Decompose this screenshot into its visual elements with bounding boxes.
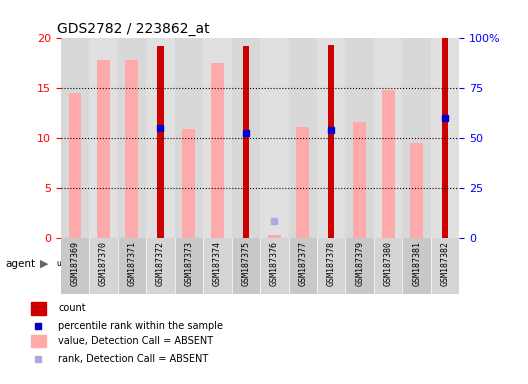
Text: GSM187378: GSM187378 xyxy=(327,241,336,286)
Text: GSM187374: GSM187374 xyxy=(213,241,222,286)
Text: GSM187370: GSM187370 xyxy=(99,241,108,286)
Bar xyxy=(345,38,374,238)
Bar xyxy=(232,38,260,238)
Text: rank, Detection Call = ABSENT: rank, Detection Call = ABSENT xyxy=(58,354,208,364)
Text: ▶: ▶ xyxy=(40,259,48,269)
Bar xyxy=(183,129,195,238)
Bar xyxy=(402,38,431,238)
Text: GSM187380: GSM187380 xyxy=(384,241,393,286)
Bar xyxy=(374,238,402,294)
Bar xyxy=(317,38,345,238)
Bar xyxy=(260,238,288,294)
Text: untreated: untreated xyxy=(56,260,94,268)
Bar xyxy=(317,243,431,285)
Bar xyxy=(268,235,281,238)
Bar xyxy=(431,38,459,238)
Text: WGWWCW
polyamide and
dihydrotestosterone: WGWWCW polyamide and dihydrotestosterone xyxy=(335,249,413,279)
Text: bicalutamide and
dihydrotestosterone: bicalutamide and dihydrotestosterone xyxy=(150,254,228,274)
Text: count: count xyxy=(58,303,86,313)
Bar xyxy=(288,38,317,238)
Text: GSM187369: GSM187369 xyxy=(70,241,79,286)
Bar xyxy=(410,143,423,238)
Bar xyxy=(61,243,89,285)
Bar xyxy=(146,38,175,238)
Bar xyxy=(175,238,203,294)
Bar xyxy=(157,46,164,238)
Bar xyxy=(374,38,402,238)
Text: GSM187376: GSM187376 xyxy=(270,241,279,286)
Bar xyxy=(69,93,81,238)
Text: value, Detection Call = ABSENT: value, Detection Call = ABSENT xyxy=(58,336,213,346)
Bar xyxy=(232,243,317,285)
Bar xyxy=(353,122,366,238)
Text: agent: agent xyxy=(5,259,35,269)
Bar xyxy=(402,238,431,294)
Bar xyxy=(232,238,260,294)
Bar xyxy=(345,238,374,294)
Bar xyxy=(61,38,89,238)
Text: control polyamide an
dihydrotestosterone: control polyamide an dihydrotestosterone xyxy=(234,254,315,274)
Bar xyxy=(31,302,45,315)
Bar xyxy=(89,243,146,285)
Bar xyxy=(118,38,146,238)
Text: GDS2782 / 223862_at: GDS2782 / 223862_at xyxy=(56,22,210,36)
Text: dihydrotestosterone: dihydrotestosterone xyxy=(79,260,156,268)
Bar xyxy=(118,238,146,294)
Bar xyxy=(126,60,138,238)
Text: GSM187373: GSM187373 xyxy=(184,241,193,286)
Bar xyxy=(442,38,448,238)
Text: GSM187372: GSM187372 xyxy=(156,241,165,286)
Bar xyxy=(296,127,309,238)
Text: GSM187381: GSM187381 xyxy=(412,241,421,286)
Text: GSM187371: GSM187371 xyxy=(127,241,136,286)
Bar xyxy=(288,238,317,294)
Text: percentile rank within the sample: percentile rank within the sample xyxy=(58,321,223,331)
Text: GSM187375: GSM187375 xyxy=(241,241,250,286)
Bar xyxy=(31,335,45,348)
Bar xyxy=(211,63,224,238)
Bar xyxy=(382,90,394,238)
Bar xyxy=(243,46,249,238)
Text: GSM187377: GSM187377 xyxy=(298,241,307,286)
Bar xyxy=(203,38,232,238)
Bar xyxy=(317,238,345,294)
Text: GSM187379: GSM187379 xyxy=(355,241,364,286)
Bar xyxy=(89,238,118,294)
Bar xyxy=(146,243,232,285)
Bar xyxy=(97,60,110,238)
Bar xyxy=(89,38,118,238)
Bar xyxy=(175,38,203,238)
Bar xyxy=(260,38,288,238)
Bar xyxy=(146,238,175,294)
Bar xyxy=(328,45,334,238)
Bar xyxy=(431,238,459,294)
Bar xyxy=(61,238,89,294)
Bar xyxy=(203,238,232,294)
Text: GSM187382: GSM187382 xyxy=(441,241,450,286)
